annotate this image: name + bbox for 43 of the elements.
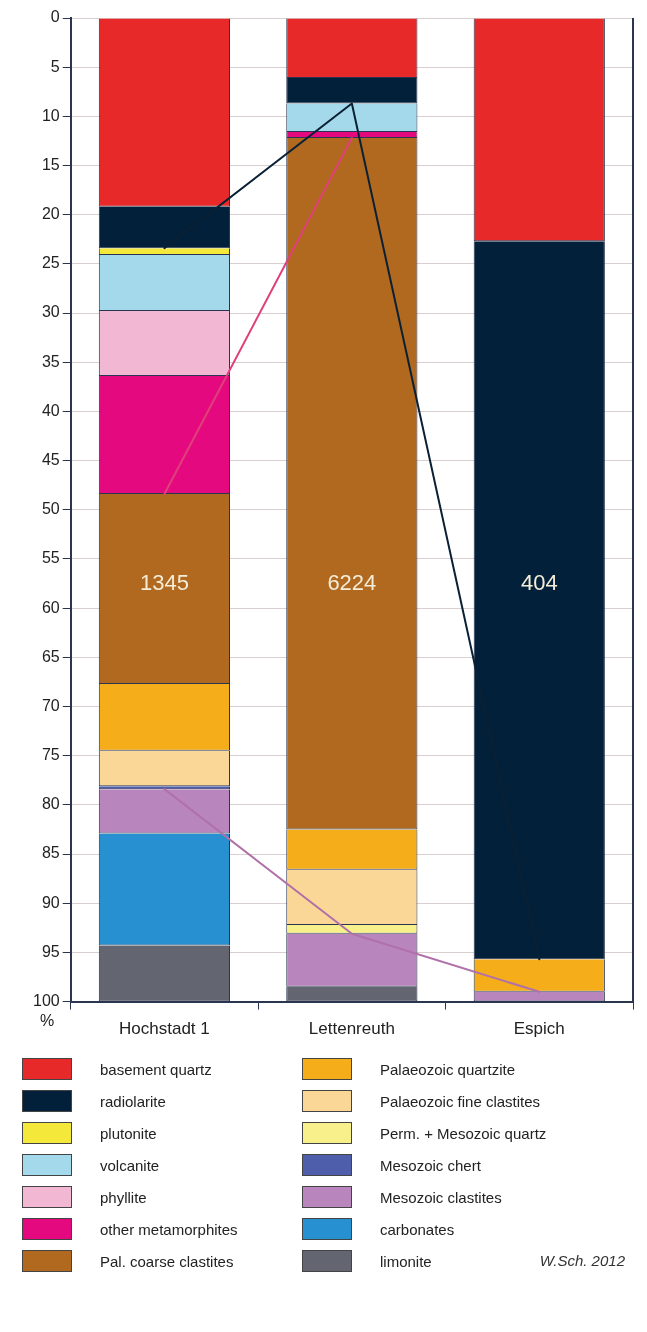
legend-label: Perm. + Mesozoic quartz [380,1124,547,1142]
y-tick-label: 15 [41,155,60,173]
y-tick-label: 65 [41,647,60,665]
legend-label: volcanite [100,1156,160,1174]
legend-label: Palaeozoic quartzite [380,1060,516,1078]
y-tick-label: 5 [50,57,60,75]
text: W.Sch. 2012 [539,1252,625,1269]
legend-label: radiolarite [100,1092,166,1110]
legend-label: basement quartz [100,1060,212,1078]
legend-label: carbonates [380,1220,455,1238]
y-tick-label: 55 [41,549,60,567]
y-tick-label: 45 [41,451,60,469]
x-tick-label: Espich [513,1019,565,1039]
legend-label: phyllite [100,1188,147,1206]
legend-label: Pal. coarse clastites [100,1252,234,1270]
y-tick-label: 60 [41,598,60,616]
y-axis-title: % [40,1012,55,1030]
legend-label: Mesozoic clastites [380,1188,502,1206]
annotation: 1345 [139,569,189,595]
y-tick-label: 90 [41,893,60,911]
y-tick-label: 100 [32,992,60,1010]
y-tick-label: 85 [41,844,60,862]
x-tick-label: Hochstadt 1 [119,1019,210,1039]
legend-label: plutonite [100,1124,157,1142]
y-tick-label: 0 [50,8,60,26]
y-tick-label: 50 [41,500,60,518]
y-tick-label: 70 [41,696,60,714]
annotation: 404 [520,569,558,595]
y-tick-label: 20 [41,205,60,223]
annotation: 6224 [327,569,377,595]
legend-label: Mesozoic chert [380,1156,481,1174]
x-tick-label: Lettenreuth [308,1019,395,1039]
y-tick-label: 10 [41,106,60,124]
y-tick-label: 40 [41,401,60,419]
y-tick-label: 80 [41,795,60,813]
y-tick-label: 95 [41,942,60,960]
y-tick-label: 25 [41,254,60,272]
y-tick-label: 75 [41,746,60,764]
y-tick-label: 30 [41,303,60,321]
legend-label: Palaeozoic fine clastites [380,1092,541,1110]
y-tick-label: 35 [41,352,60,370]
legend-label: limonite [380,1252,432,1270]
legend-label: other metamorphites [100,1220,238,1238]
